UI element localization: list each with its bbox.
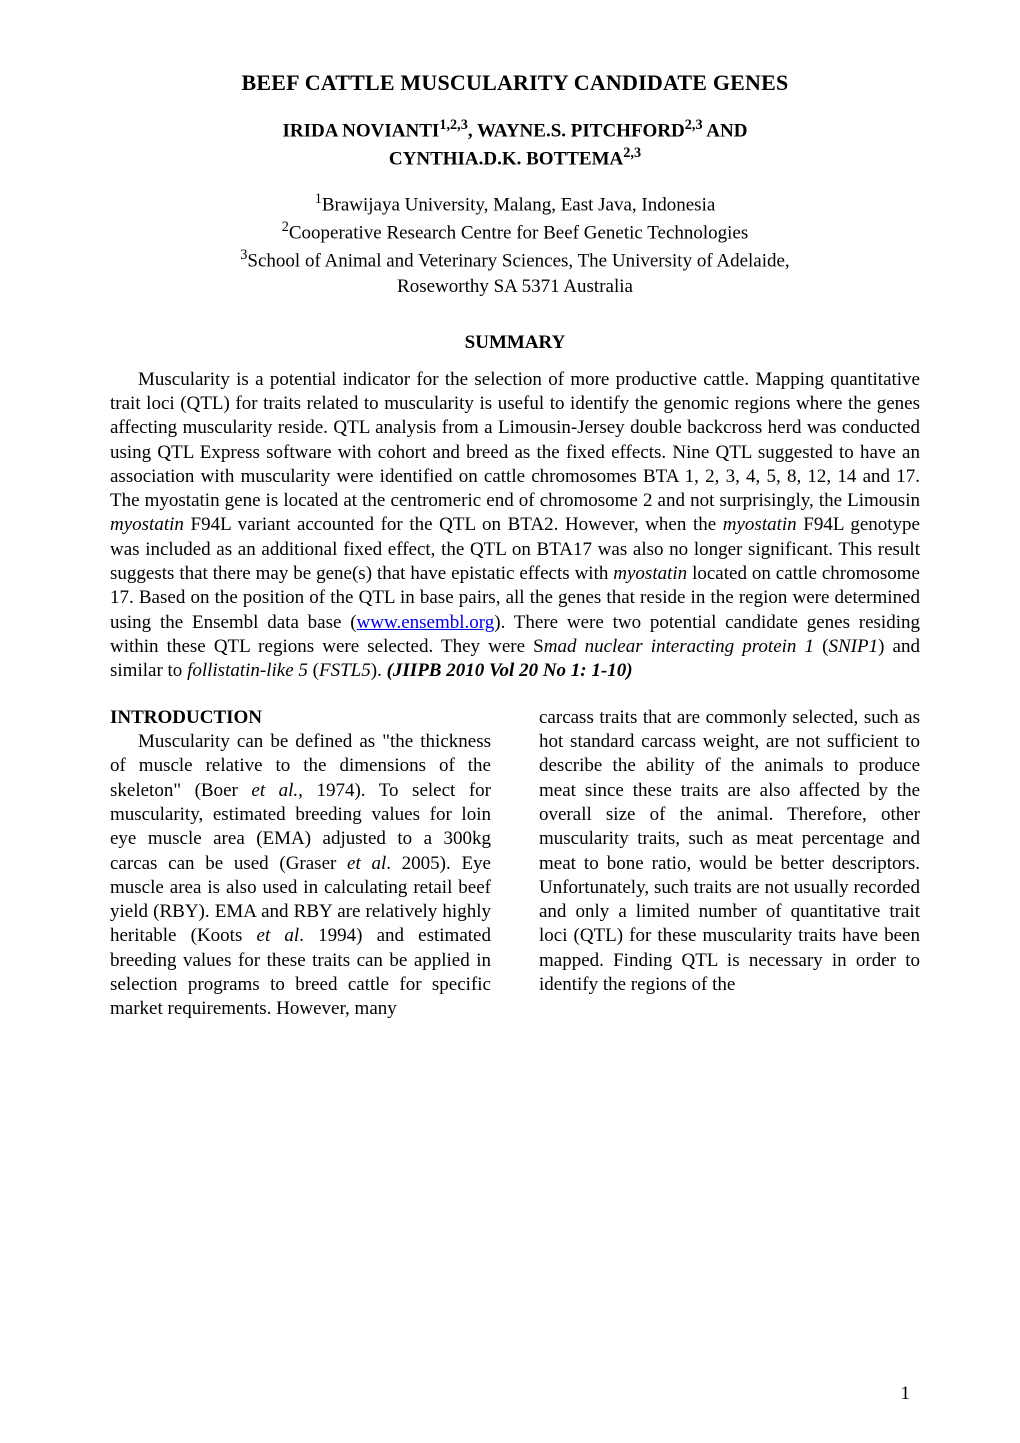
authors-block: IRIDA NOVIANTI1,2,3, WAYNE.S. PITCHFORD2… (110, 116, 920, 172)
author-sup: 1,2,3 (439, 117, 468, 133)
gene-name: myostatin (110, 514, 184, 535)
gene-name: myostatin (723, 514, 797, 535)
affiliation-text: Roseworthy SA 5371 Australia (397, 276, 633, 297)
gene-name: myostatin (613, 563, 687, 584)
left-column: INTRODUCTION Muscularity can be defined … (110, 706, 491, 1022)
gene-name: SNIP1 (829, 636, 879, 657)
paper-title: BEEF CATTLE MUSCULARITY CANDIDATE GENES (110, 70, 920, 96)
affiliation-sup: 1 (315, 191, 322, 207)
author-text: CYNTHIA.D.K. BOTTEMA (389, 148, 623, 169)
abstract-text: ). (371, 660, 387, 681)
body-columns: INTRODUCTION Muscularity can be defined … (110, 706, 920, 1022)
page-number: 1 (901, 1383, 911, 1405)
intro-heading: INTRODUCTION (110, 706, 491, 730)
gene-phrase: follistatin-like 5 (187, 660, 308, 681)
summary-heading: SUMMARY (110, 332, 920, 354)
author-text: , WAYNE.S. PITCHFORD (468, 120, 685, 141)
gene-name: FSTL5 (319, 660, 371, 681)
author-sup: 2,3 (623, 145, 641, 161)
affiliation-sup: 2 (282, 219, 289, 235)
author-text: IRIDA NOVIANTI (283, 120, 440, 141)
abstract-text: Muscularity is a potential indicator for… (110, 369, 920, 512)
citation-ref: (JIIPB 2010 Vol 20 No 1: 1-10) (387, 660, 633, 681)
ensembl-link[interactable]: www.ensembl.org (357, 612, 495, 633)
citation-etal: et al (347, 853, 386, 874)
citation-etal: et al., (251, 780, 303, 801)
affiliation-text: Brawijaya University, Malang, East Java,… (322, 194, 715, 215)
body-text: carcass traits that are commonly selecte… (539, 707, 920, 995)
page-container: BEEF CATTLE MUSCULARITY CANDIDATE GENES … (0, 0, 1020, 1443)
affiliation-text: Cooperative Research Centre for Beef Gen… (289, 222, 748, 243)
right-column: carcass traits that are commonly selecte… (539, 706, 920, 1022)
abstract-paragraph: Muscularity is a potential indicator for… (110, 368, 920, 684)
gene-phrase: mad nuclear interacting protein 1 (544, 636, 814, 657)
affiliations-block: 1Brawijaya University, Malang, East Java… (110, 190, 920, 300)
author-text: AND (703, 120, 748, 141)
intro-paragraph: Muscularity can be defined as "the thick… (110, 730, 491, 1022)
affiliation-text: School of Animal and Veterinary Sciences… (247, 250, 789, 271)
abstract-text: ( (308, 660, 319, 681)
body-paragraph: carcass traits that are commonly selecte… (539, 706, 920, 998)
abstract-text: ( (814, 636, 828, 657)
citation-etal: et al (257, 925, 300, 946)
author-sup: 2,3 (685, 117, 703, 133)
abstract-text: F94L variant accounted for the QTL on BT… (184, 514, 723, 535)
